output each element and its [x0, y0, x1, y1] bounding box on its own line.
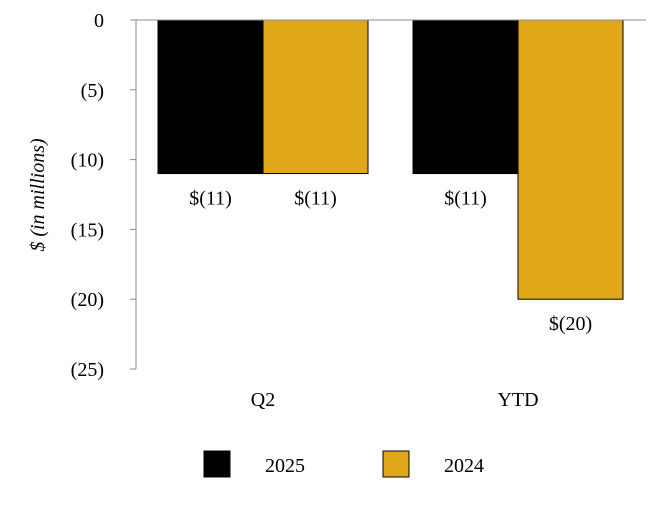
legend-label: 2024 [444, 455, 484, 477]
y-tick-label: (5) [81, 80, 104, 102]
y-axis: 0 (5) (10) (15) (20) (25) [71, 10, 137, 381]
bar-2024-Q2 [262, 19, 369, 175]
bar-2025-YTD [412, 19, 519, 175]
y-tick-label: (15) [71, 219, 104, 241]
x-category-label: Q2 [251, 389, 275, 411]
legend-swatch-2024 [382, 450, 410, 478]
data-labels: $(11) $(11) $(11) $(20) [189, 188, 592, 336]
bars [157, 19, 624, 300]
data-label: $(11) [189, 188, 232, 210]
legend: 2025 2024 [203, 450, 484, 478]
x-axis: Q2 YTD [136, 19, 646, 411]
y-axis-title: $ (in millions) [27, 138, 49, 252]
bar-2025-Q2 [157, 19, 264, 175]
y-tick-label: (10) [71, 150, 104, 172]
legend-label: 2025 [265, 455, 305, 477]
bar-2024-YTD [517, 19, 624, 300]
legend-swatch-2025 [203, 450, 231, 478]
x-category-label: YTD [497, 389, 538, 411]
data-label: $(11) [294, 188, 337, 210]
y-tick-label: (25) [71, 359, 104, 381]
y-tick-label: 0 [94, 10, 104, 32]
data-label: $(11) [444, 188, 487, 210]
data-label: $(20) [549, 313, 592, 335]
y-tick-label: (20) [71, 289, 104, 311]
